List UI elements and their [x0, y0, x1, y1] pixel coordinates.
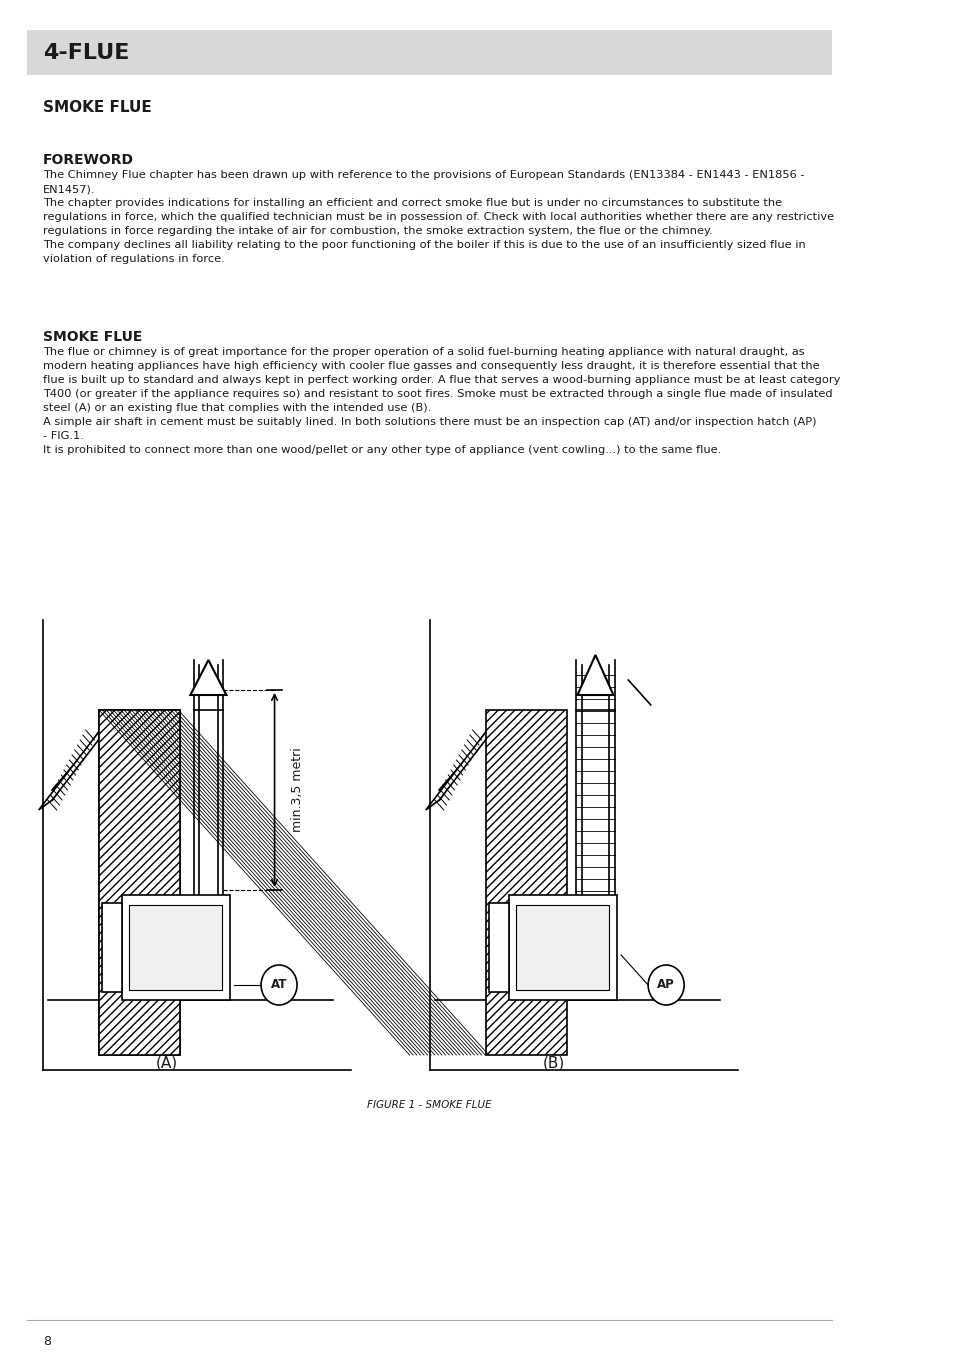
Bar [486, 709, 566, 1055]
Bar [129, 904, 222, 990]
Text: SMOKE FLUE: SMOKE FLUE [43, 330, 142, 344]
Circle shape [647, 965, 683, 1005]
Text: The chapter provides indications for installing an efficient and correct smoke f: The chapter provides indications for ins… [43, 198, 781, 209]
Text: flue is built up to standard and always kept in perfect working order. A flue th: flue is built up to standard and always … [43, 375, 840, 385]
Bar [488, 903, 508, 992]
Text: A simple air shaft in cement must be suitably lined. In both solutions there mus: A simple air shaft in cement must be sui… [43, 417, 816, 427]
Bar [121, 895, 230, 1001]
Text: (A): (A) [155, 1055, 177, 1070]
Text: The flue or chimney is of great importance for the proper operation of a solid f: The flue or chimney is of great importan… [43, 347, 804, 357]
Text: 4-FLUE: 4-FLUE [43, 43, 130, 64]
Polygon shape [577, 655, 613, 695]
Bar [27, 30, 831, 74]
Circle shape [261, 965, 296, 1005]
Text: - FIG.1.: - FIG.1. [43, 431, 84, 441]
Text: (B): (B) [542, 1055, 564, 1070]
Polygon shape [191, 659, 226, 695]
Bar [508, 895, 616, 1001]
Text: FOREWORD: FOREWORD [43, 153, 134, 167]
Polygon shape [39, 709, 121, 810]
Text: steel (A) or an existing flue that complies with the intended use (B).: steel (A) or an existing flue that compl… [43, 403, 431, 413]
Bar [516, 904, 609, 990]
Text: regulations in force, which the qualified technician must be in possession of. C: regulations in force, which the qualifie… [43, 213, 834, 222]
Text: T400 (or greater if the appliance requires so) and resistant to soot fires. Smok: T400 (or greater if the appliance requir… [43, 389, 832, 399]
Text: EN1457).: EN1457). [43, 184, 95, 194]
Text: regulations in force regarding the intake of air for combustion, the smoke extra: regulations in force regarding the intak… [43, 226, 712, 236]
Polygon shape [425, 709, 508, 810]
Bar [99, 709, 180, 1055]
Text: modern heating appliances have high efficiency with cooler flue gasses and conse: modern heating appliances have high effi… [43, 362, 819, 371]
Text: AT: AT [271, 979, 287, 991]
Text: min.3,5 metri: min.3,5 metri [291, 747, 303, 833]
Text: 8: 8 [43, 1335, 51, 1349]
Text: SMOKE FLUE: SMOKE FLUE [43, 100, 152, 115]
Text: It is prohibited to connect more than one wood/pellet or any other type of appli: It is prohibited to connect more than on… [43, 445, 720, 455]
Text: The company declines all liability relating to the poor functioning of the boile: The company declines all liability relat… [43, 240, 805, 250]
Text: AP: AP [657, 979, 675, 991]
Text: FIGURE 1 - SMOKE FLUE: FIGURE 1 - SMOKE FLUE [367, 1099, 491, 1110]
Text: violation of regulations in force.: violation of regulations in force. [43, 255, 225, 264]
Bar [99, 709, 180, 1055]
Text: The Chimney Flue chapter has been drawn up with reference to the provisions of E: The Chimney Flue chapter has been drawn … [43, 171, 804, 180]
Bar [102, 903, 121, 992]
